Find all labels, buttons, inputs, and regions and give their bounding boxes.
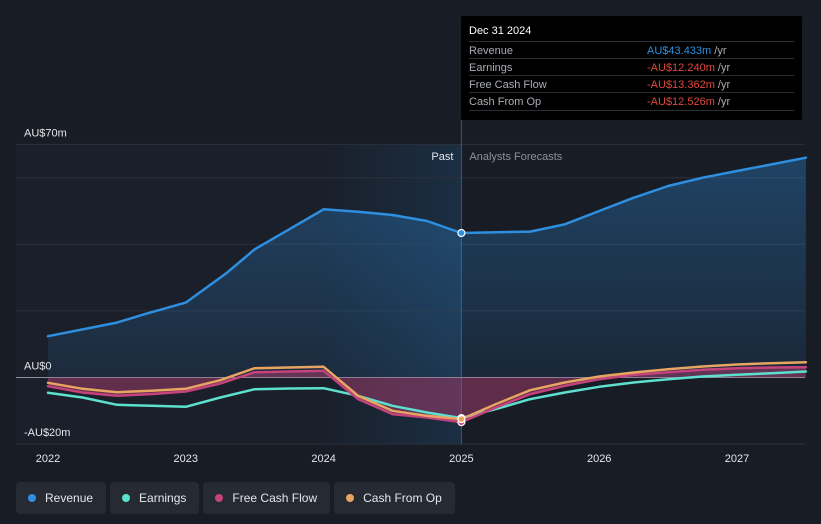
x-tick-label: 2022 <box>36 453 60 465</box>
tooltip-amount: -AU$12.240m <box>647 62 715 74</box>
tooltip-label: Free Cash Flow <box>469 79 547 91</box>
legend-label: Revenue <box>45 491 94 505</box>
tooltip-unit: /yr <box>711 45 727 57</box>
earnings-line <box>46 370 808 420</box>
legend-dot-icon <box>28 494 36 502</box>
tooltip-row-revenue: Revenue AU$43.433m /yr <box>469 41 794 59</box>
tooltip-unit: /yr <box>714 62 731 74</box>
tooltip: Dec 31 2024 Revenue AU$43.433m /yr Earni… <box>461 16 802 120</box>
tooltip-amount: -AU$12.526m <box>647 96 715 108</box>
legend-item-free-cash-flow[interactable]: Free Cash Flow <box>203 482 331 514</box>
x-tick-label: 2027 <box>725 453 749 465</box>
tooltip-value: -AU$12.526m /yr <box>647 96 730 108</box>
legend-item-cash-from-op[interactable]: Cash From Op <box>334 482 455 514</box>
tooltip-value: -AU$13.362m /yr <box>647 79 730 91</box>
tooltip-label: Revenue <box>469 45 514 57</box>
revenue-marker <box>457 228 466 238</box>
legend-dot-icon <box>346 494 355 502</box>
tooltip-unit: /yr <box>714 79 731 91</box>
legend-label: Free Cash Flow <box>232 491 318 505</box>
legend-dot-icon <box>215 494 224 502</box>
x-tick-label: 2026 <box>587 453 611 465</box>
tooltip-row-cash-from-op: Cash From Op -AU$12.526m /yr <box>469 92 794 111</box>
tooltip-value: AU$43.433m /yr <box>647 45 727 57</box>
legend-item-revenue[interactable]: Revenue <box>16 482 107 514</box>
tooltip-date: Dec 31 2024 <box>469 25 532 37</box>
y-tick-label: -AU$20m <box>24 427 70 439</box>
x-tick-label: 2024 <box>311 453 335 465</box>
x-tick-label: 2023 <box>174 453 198 465</box>
tooltip-row-earnings: Earnings -AU$12.240m /yr <box>469 58 794 76</box>
tooltip-row-free-cash-flow: Free Cash Flow -AU$13.362m /yr <box>469 75 794 93</box>
y-tick-label: AU$70m <box>24 127 67 139</box>
legend-label: Cash From Op <box>363 491 442 505</box>
x-tick-label: 2025 <box>449 453 473 465</box>
cash-from-op-line <box>46 360 808 421</box>
legend-item-earnings[interactable]: Earnings <box>110 482 200 514</box>
tooltip-unit: /yr <box>714 96 731 108</box>
tooltip-label: Earnings <box>469 62 513 74</box>
tooltip-value: -AU$12.240m /yr <box>647 62 730 74</box>
cash-from-op-marker <box>457 415 466 424</box>
forecast-label: Analysts Forecasts <box>469 151 562 163</box>
legend-dot-icon <box>122 494 131 502</box>
free-cash-flow-line <box>46 365 808 424</box>
tooltip-amount: AU$43.433m <box>647 45 712 57</box>
tooltip-label: Cash From Op <box>469 96 542 108</box>
legend: Revenue Earnings Free Cash Flow Cash Fro… <box>16 482 455 514</box>
tooltip-amount: -AU$13.362m <box>647 79 715 91</box>
past-label: Past <box>431 151 453 163</box>
y-tick-label: AU$0 <box>24 361 52 373</box>
revenue-line <box>46 156 808 338</box>
legend-label: Earnings <box>139 491 187 505</box>
free-cash-flow-area <box>48 367 806 423</box>
revenue-area <box>48 157 806 378</box>
